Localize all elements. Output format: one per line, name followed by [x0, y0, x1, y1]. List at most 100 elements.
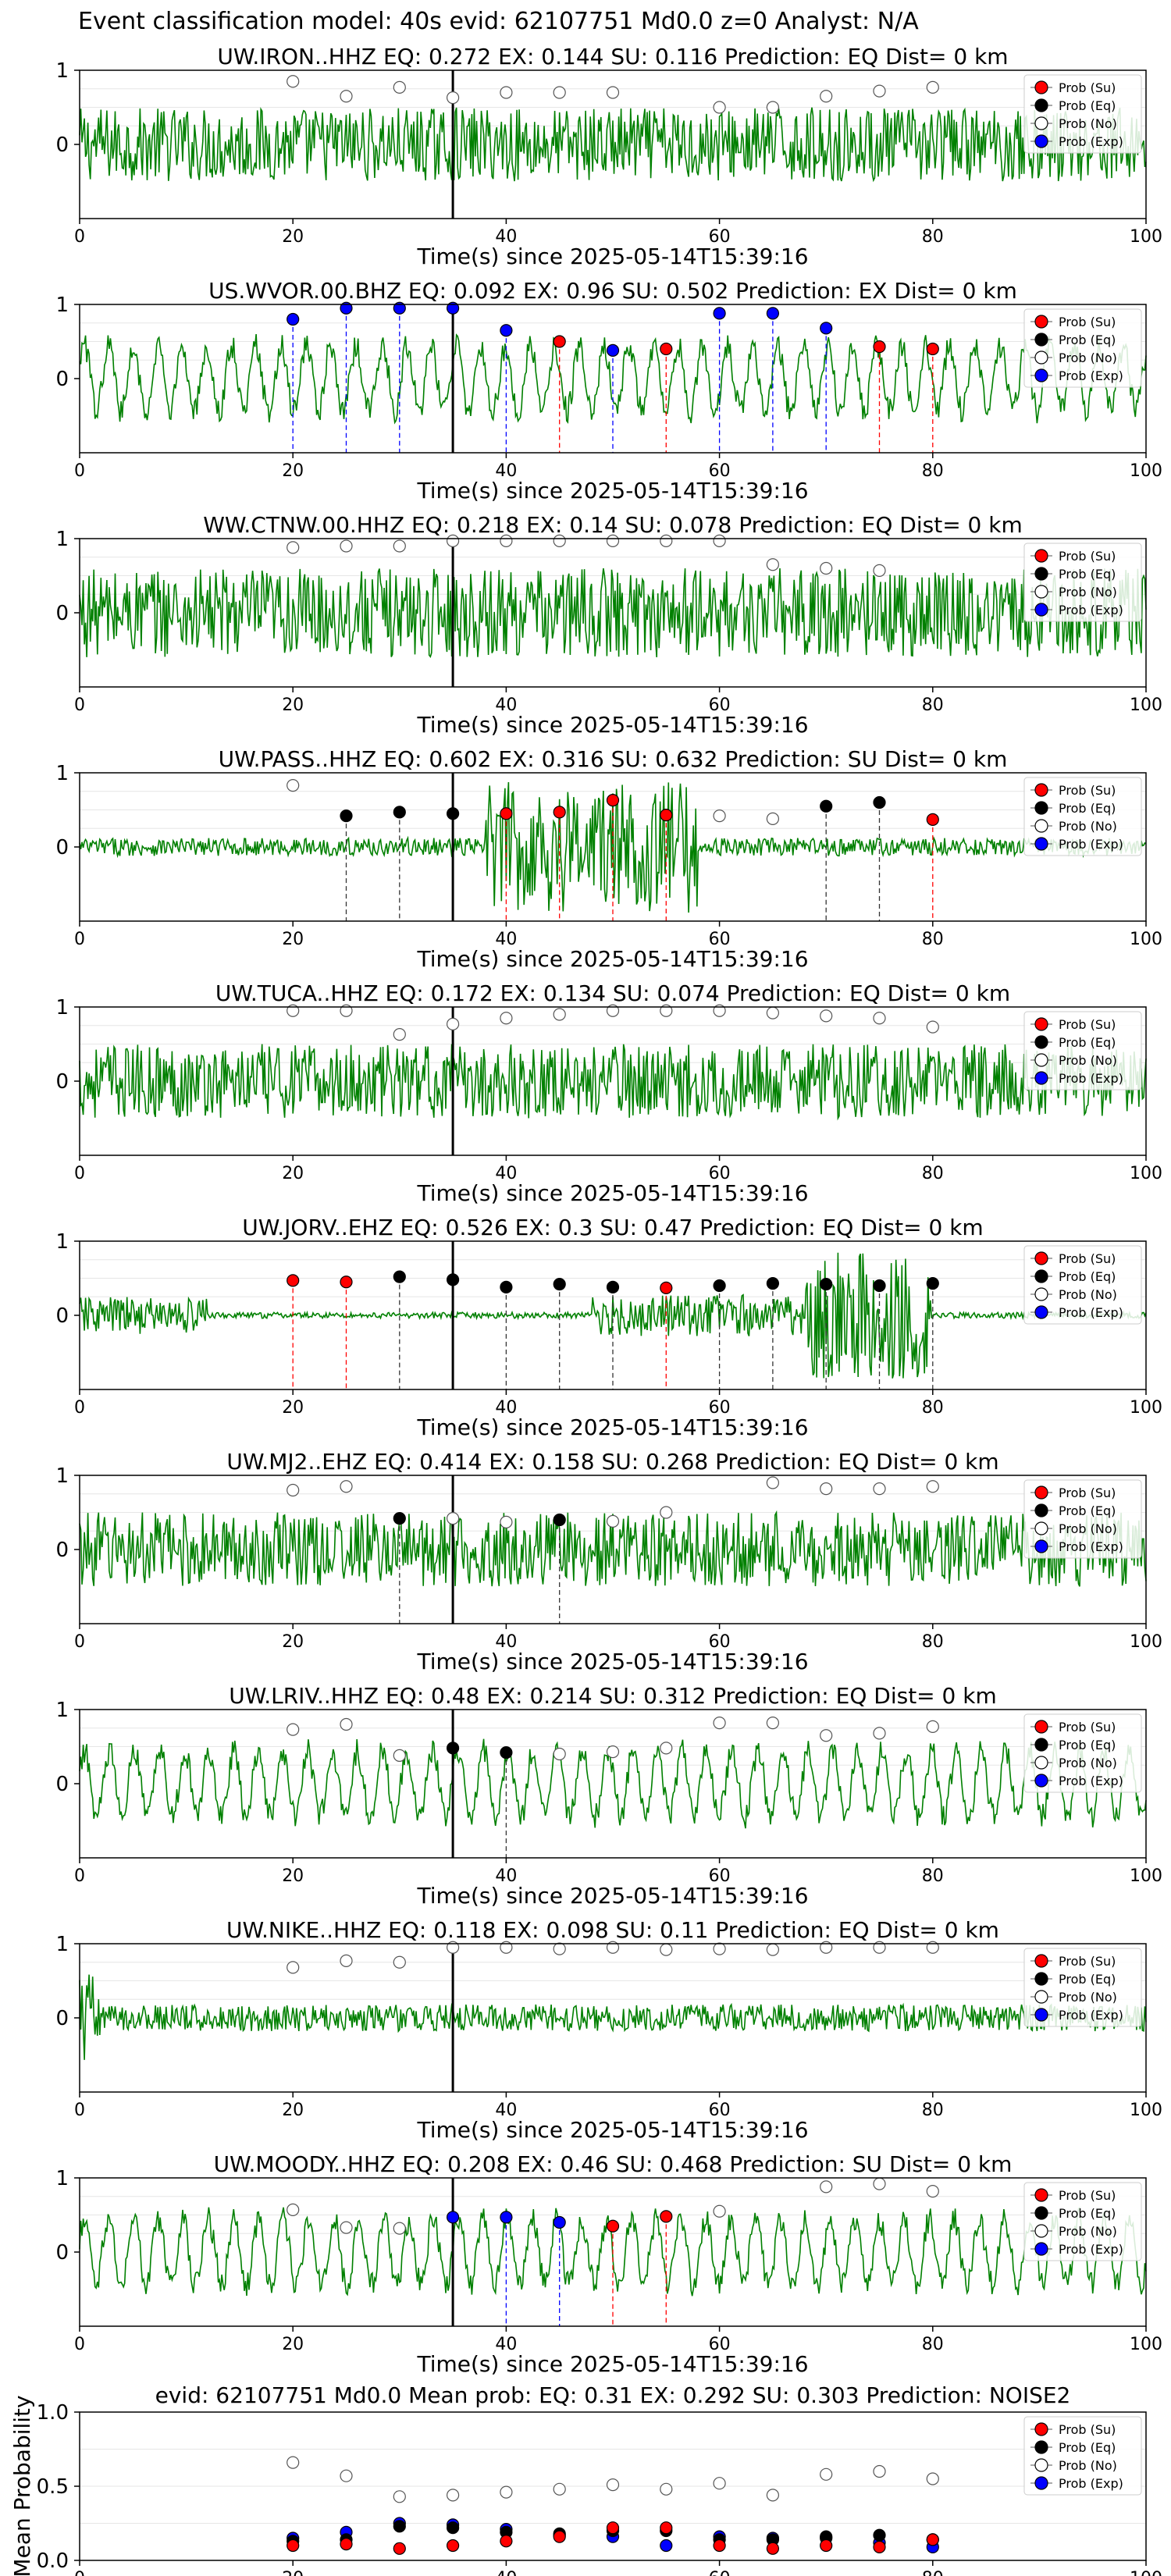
legend-marker-su [1034, 1017, 1048, 1031]
x-axis-label: Time(s) since 2025-05-14T15:39:16 [416, 946, 808, 972]
prob-point-no [660, 1742, 673, 1755]
x-tick-label: 20 [282, 1632, 304, 1652]
y-tick-label: 1 [55, 1464, 69, 1488]
y-tick-label: 1 [55, 762, 69, 785]
legend-marker-no [1034, 585, 1048, 599]
legend-label-exp: Prob (Exp) [1059, 2476, 1123, 2491]
mean-prob-point-no [873, 2464, 886, 2478]
prob-point-no [446, 91, 460, 105]
legend-marker-eq [1034, 1972, 1048, 1986]
prob-point-su [500, 807, 513, 820]
mean-prob-point-su [393, 2542, 406, 2555]
mean-prob-point-su [660, 2521, 673, 2535]
mean-prob-point-su [820, 2539, 833, 2553]
x-axis-label: Time(s) since 2025-05-14T15:39:16 [416, 244, 808, 269]
prob-point-no [340, 1717, 353, 1731]
prob-point-no [340, 1954, 353, 1967]
prob-point-su [926, 342, 939, 356]
y-tick-label: 1 [55, 1933, 69, 1956]
legend-marker-no [1034, 1990, 1048, 2004]
x-tick-label: 100 [1130, 1398, 1162, 1418]
x-tick-label: 80 [922, 1164, 944, 1183]
prob-point-eq [553, 1513, 566, 1527]
legend-label-no: Prob (No) [1059, 1053, 1117, 1068]
legend-label-eq: Prob (Eq) [1059, 801, 1116, 816]
legend-marker-exp [1034, 368, 1048, 382]
waveform-trace [79, 1974, 1147, 2060]
prob-point-exp [446, 301, 460, 315]
legend-marker-exp [1034, 134, 1048, 148]
legend-label-no: Prob (No) [1059, 2224, 1117, 2239]
figure-title: Event classification model: 40s evid: 62… [78, 8, 919, 35]
mean-prob-point-no [553, 2482, 566, 2496]
prob-point-no [926, 80, 939, 94]
legend-box [1023, 2182, 1142, 2261]
waveform-trace [79, 107, 1147, 183]
waveform-trace [79, 1044, 1147, 1121]
prob-point-no [713, 809, 726, 823]
legend-label-su: Prob (Su) [1059, 1720, 1116, 1735]
x-tick-label: 0 [74, 696, 85, 715]
prob-point-su [553, 806, 566, 819]
x-tick-label: 40 [495, 1632, 517, 1652]
prob-point-no [766, 1943, 780, 1956]
legend-box [1023, 1479, 1142, 1559]
prob-point-no [766, 1476, 780, 1489]
prob-point-no [287, 1723, 300, 1736]
x-tick-label: 40 [495, 1164, 517, 1183]
prob-point-no [340, 1004, 353, 1017]
legend-marker-su [1034, 1720, 1048, 1734]
prob-point-no [926, 1480, 939, 1493]
x-tick-label: 80 [922, 1866, 944, 1886]
prob-point-no [766, 812, 780, 826]
legend-marker-eq [1034, 801, 1048, 815]
summary-title: evid: 62107751 Md0.0 Mean prob: EQ: 0.31… [155, 2382, 1071, 2408]
y-tick-label: 1 [55, 528, 69, 551]
x-tick-label: 20 [282, 2101, 304, 2120]
legend-label-exp: Prob (Exp) [1059, 2008, 1123, 2023]
prob-point-no [500, 86, 513, 99]
legend-marker-exp [1034, 2242, 1048, 2256]
panel-title: UW.JORV..EHZ EQ: 0.526 EX: 0.3 SU: 0.47 … [242, 1215, 983, 1240]
station-panel: UW.MOODY..HHZ EQ: 0.208 EX: 0.46 SU: 0.4… [55, 2151, 1162, 2377]
prob-point-no [820, 561, 833, 575]
prob-point-no [766, 1006, 780, 1019]
prob-point-no [287, 1004, 300, 1017]
legend-label-no: Prob (No) [1059, 1756, 1117, 1770]
x-tick-label: 60 [709, 1164, 731, 1183]
x-tick-label: 80 [922, 2335, 944, 2354]
prob-point-no [766, 558, 780, 571]
prob-point-exp [500, 324, 513, 337]
prob-point-exp [820, 322, 833, 335]
legend-label-no: Prob (No) [1059, 350, 1117, 365]
legend-label-exp: Prob (Exp) [1059, 1774, 1123, 1788]
y-tick-label: 0.5 [37, 2475, 69, 2499]
legend-label-exp: Prob (Exp) [1059, 1071, 1123, 1086]
x-tick-label: 20 [282, 461, 304, 481]
legend-label-no: Prob (No) [1059, 1990, 1117, 2005]
y-tick-label: 1 [55, 1230, 69, 1254]
x-tick-label: 40 [495, 461, 517, 481]
prob-point-eq [446, 807, 460, 820]
legend-marker-eq [1034, 2440, 1048, 2454]
mean-prob-point-no [766, 2489, 780, 2502]
prob-point-no [500, 1515, 513, 1528]
legend-label-eq: Prob (Eq) [1059, 1503, 1116, 1518]
mean-prob-point-no [287, 2456, 300, 2469]
prob-point-no [287, 1483, 300, 1497]
legend-marker-su [1034, 783, 1048, 797]
legend-marker-no [1034, 1053, 1048, 1067]
prob-point-su [606, 2219, 620, 2233]
x-tick-label: 60 [709, 461, 731, 481]
legend-marker-exp [1034, 837, 1048, 851]
x-tick-label: 80 [922, 2101, 944, 2120]
panel-title: UW.IRON..HHZ EQ: 0.272 EX: 0.144 SU: 0.1… [217, 44, 1008, 69]
prob-point-exp [713, 307, 726, 320]
prob-point-no [393, 80, 406, 94]
panel-title: UW.MJ2..EHZ EQ: 0.414 EX: 0.158 SU: 0.26… [226, 1449, 998, 1475]
legend-label-no: Prob (No) [1059, 819, 1117, 834]
prob-point-no [606, 1745, 620, 1759]
prob-point-no [873, 1482, 886, 1496]
legend-label-su: Prob (Su) [1059, 783, 1116, 798]
